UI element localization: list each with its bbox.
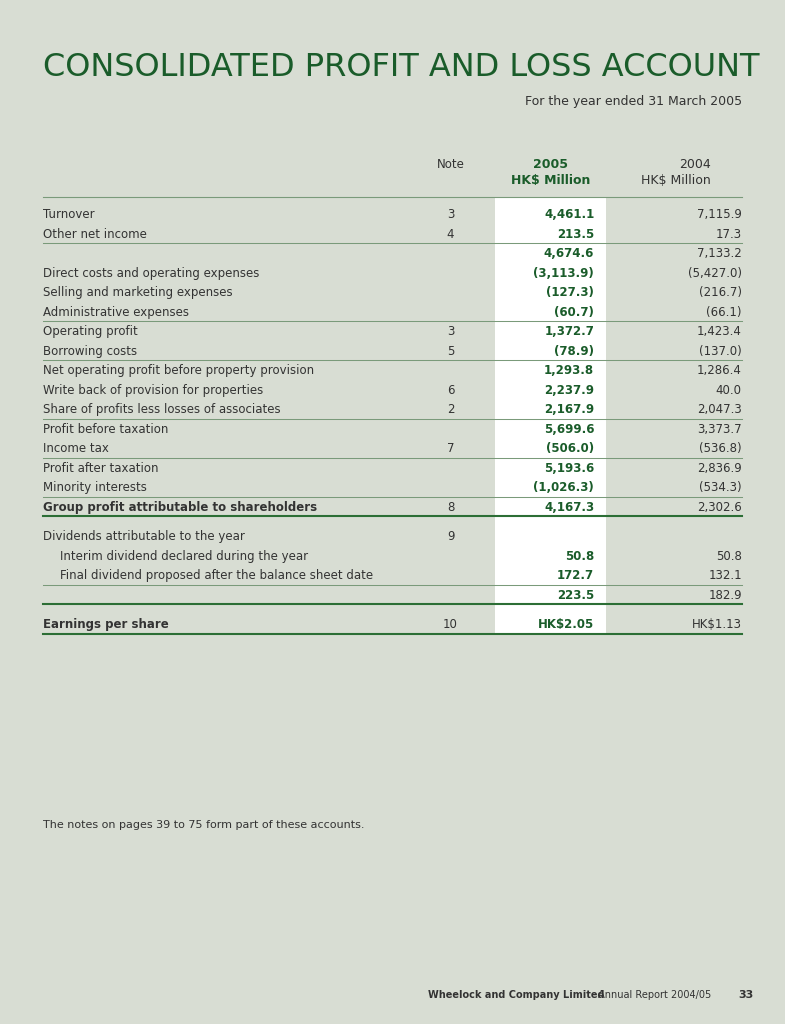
Text: (60.7): (60.7) — [554, 306, 594, 318]
Text: Turnover: Turnover — [43, 208, 95, 221]
Text: Share of profits less losses of associates: Share of profits less losses of associat… — [43, 403, 281, 416]
Text: 4,674.6: 4,674.6 — [544, 247, 594, 260]
Text: (78.9): (78.9) — [554, 345, 594, 357]
Text: 17.3: 17.3 — [716, 227, 742, 241]
Text: 3: 3 — [447, 326, 455, 338]
Text: (506.0): (506.0) — [546, 442, 594, 456]
Text: HK$2.05: HK$2.05 — [538, 618, 594, 631]
Text: 1,293.8: 1,293.8 — [544, 365, 594, 377]
Text: 4,461.1: 4,461.1 — [544, 208, 594, 221]
Text: 4: 4 — [447, 227, 455, 241]
Text: HK$1.13: HK$1.13 — [692, 618, 742, 631]
Text: 2004: 2004 — [679, 158, 710, 171]
Text: Interim dividend declared during the year: Interim dividend declared during the yea… — [60, 550, 309, 563]
Text: 223.5: 223.5 — [557, 589, 594, 602]
Text: 7,115.9: 7,115.9 — [697, 208, 742, 221]
Text: Profit before taxation: Profit before taxation — [43, 423, 169, 436]
Text: 50.8: 50.8 — [716, 550, 742, 563]
Text: Write back of provision for properties: Write back of provision for properties — [43, 384, 264, 396]
Text: Selling and marketing expenses: Selling and marketing expenses — [43, 287, 233, 299]
Text: (3,113.9): (3,113.9) — [534, 266, 594, 280]
Text: 2005: 2005 — [533, 158, 568, 171]
Text: Annual Report 2004/05: Annual Report 2004/05 — [595, 990, 711, 1000]
Text: Wheelock and Company Limited: Wheelock and Company Limited — [428, 990, 604, 1000]
Text: (534.3): (534.3) — [699, 481, 742, 495]
Text: The notes on pages 39 to 75 form part of these accounts.: The notes on pages 39 to 75 form part of… — [43, 820, 365, 830]
Text: HK$ Million: HK$ Million — [641, 174, 710, 187]
Text: 4,167.3: 4,167.3 — [544, 501, 594, 514]
Text: 9: 9 — [447, 530, 455, 544]
Text: Borrowing costs: Borrowing costs — [43, 345, 137, 357]
Text: Minority interests: Minority interests — [43, 481, 147, 495]
Text: 2: 2 — [447, 403, 455, 416]
Text: (1,026.3): (1,026.3) — [534, 481, 594, 495]
Text: 5: 5 — [447, 345, 455, 357]
Text: 2,167.9: 2,167.9 — [544, 403, 594, 416]
Text: For the year ended 31 March 2005: For the year ended 31 March 2005 — [524, 95, 742, 108]
Text: (66.1): (66.1) — [706, 306, 742, 318]
Text: Note: Note — [436, 158, 465, 171]
Text: 6: 6 — [447, 384, 455, 396]
Text: 5,699.6: 5,699.6 — [544, 423, 594, 436]
Text: (536.8): (536.8) — [699, 442, 742, 456]
Text: HK$ Million: HK$ Million — [510, 174, 590, 187]
Text: Administrative expenses: Administrative expenses — [43, 306, 189, 318]
Text: 50.8: 50.8 — [565, 550, 594, 563]
Text: 3,373.7: 3,373.7 — [697, 423, 742, 436]
Text: Income tax: Income tax — [43, 442, 109, 456]
Text: 7: 7 — [447, 442, 455, 456]
Text: 132.1: 132.1 — [708, 569, 742, 583]
Text: 213.5: 213.5 — [557, 227, 594, 241]
Text: Earnings per share: Earnings per share — [43, 618, 169, 631]
Text: Other net income: Other net income — [43, 227, 147, 241]
Text: 2,047.3: 2,047.3 — [697, 403, 742, 416]
Text: Group profit attributable to shareholders: Group profit attributable to shareholder… — [43, 501, 317, 514]
Text: Operating profit: Operating profit — [43, 326, 138, 338]
Text: 40.0: 40.0 — [716, 384, 742, 396]
Text: 3: 3 — [447, 208, 455, 221]
Text: 7,133.2: 7,133.2 — [697, 247, 742, 260]
Text: 8: 8 — [447, 501, 455, 514]
Text: Net operating profit before property provision: Net operating profit before property pro… — [43, 365, 314, 377]
Text: Dividends attributable to the year: Dividends attributable to the year — [43, 530, 245, 544]
Text: Final dividend proposed after the balance sheet date: Final dividend proposed after the balanc… — [60, 569, 374, 583]
Text: 5,193.6: 5,193.6 — [544, 462, 594, 475]
Text: (127.3): (127.3) — [546, 287, 594, 299]
Text: 33: 33 — [738, 990, 753, 1000]
Text: 1,423.4: 1,423.4 — [697, 326, 742, 338]
Text: 10: 10 — [444, 618, 458, 631]
Text: 172.7: 172.7 — [557, 569, 594, 583]
Text: 182.9: 182.9 — [708, 589, 742, 602]
Text: CONSOLIDATED PROFIT AND LOSS ACCOUNT: CONSOLIDATED PROFIT AND LOSS ACCOUNT — [43, 52, 760, 83]
Bar — [495, 197, 606, 635]
Text: 2,302.6: 2,302.6 — [697, 501, 742, 514]
Text: (137.0): (137.0) — [699, 345, 742, 357]
Text: 1,286.4: 1,286.4 — [697, 365, 742, 377]
Text: (216.7): (216.7) — [699, 287, 742, 299]
Text: Direct costs and operating expenses: Direct costs and operating expenses — [43, 266, 260, 280]
Text: (5,427.0): (5,427.0) — [688, 266, 742, 280]
Text: 1,372.7: 1,372.7 — [544, 326, 594, 338]
Text: 2,237.9: 2,237.9 — [544, 384, 594, 396]
Text: Profit after taxation: Profit after taxation — [43, 462, 159, 475]
Text: 2,836.9: 2,836.9 — [697, 462, 742, 475]
